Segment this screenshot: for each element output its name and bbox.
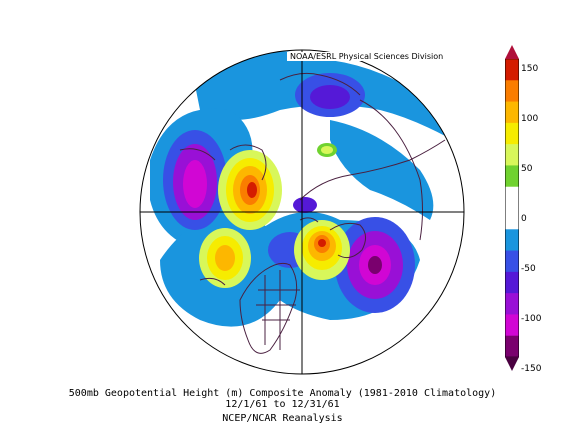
colorbar-segment [505,144,519,166]
colorbar-segment [505,186,519,209]
colorbar-segment [505,335,519,358]
colorbar-tick-minus100: -100 [521,314,542,324]
caption-source: NCEP/NCAR Reanalysis [222,413,343,424]
colorbar [505,45,519,371]
colorbar-segment [505,101,519,124]
colorbar-bottom-arrow [505,357,519,371]
colorbar-top-arrow [505,45,519,59]
anomaly-field [140,50,464,374]
caption-title: 500mb Geopotential Height (m) Composite … [68,388,497,399]
grid-lines [140,50,464,374]
colorbar-segment [505,314,519,337]
colorbar-tick-0: 0 [521,214,527,224]
colorbar-tick-150: 150 [521,64,539,74]
colorbar-tick-minus50: -50 [521,264,536,274]
map-boundary [139,49,465,375]
colorbar-tick-100: 100 [521,114,539,124]
caption-dates: 12/1/61 to 12/31/61 [225,399,340,410]
colorbar-segment [505,229,519,252]
colorbar-segment [505,293,519,315]
colorbar-segment [505,59,519,81]
credit-label: NOAA/ESRL Physical Sciences Division [287,52,447,61]
colorbar-segment [505,271,519,294]
coastlines [179,72,446,354]
colorbar-segment [505,122,519,145]
colorbar-segment [505,208,519,230]
colorbar-tick-minus150: -150 [521,364,542,374]
colorbar-tick-50: 50 [521,164,533,174]
colorbar-segment [505,80,519,103]
colorbar-segment [505,250,519,273]
colorbar-segment [505,165,519,188]
